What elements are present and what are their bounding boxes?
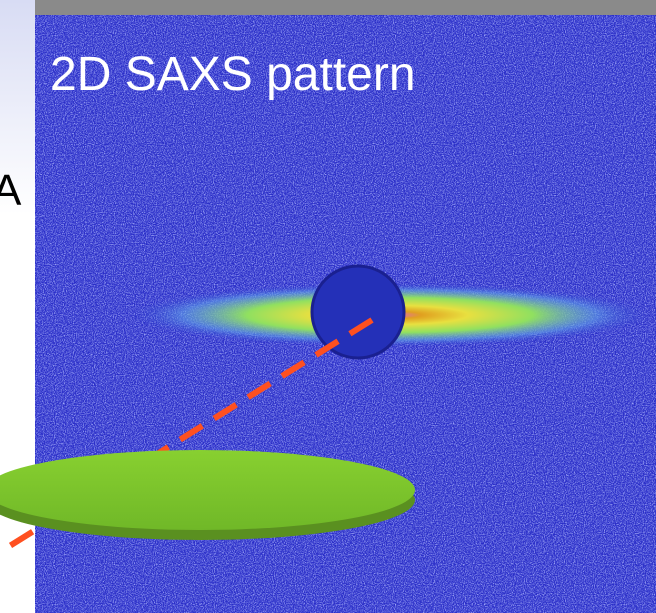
top-bar bbox=[35, 0, 656, 15]
side-label: A bbox=[0, 166, 22, 215]
figure-title: 2D SAXS pattern bbox=[50, 48, 416, 101]
page: {"figure": {"title": "2D SAXS pattern", … bbox=[0, 0, 656, 613]
figure: A 2D SAXS pattern bbox=[0, 0, 656, 613]
beamstop bbox=[312, 266, 404, 358]
sample-disk bbox=[0, 450, 415, 530]
